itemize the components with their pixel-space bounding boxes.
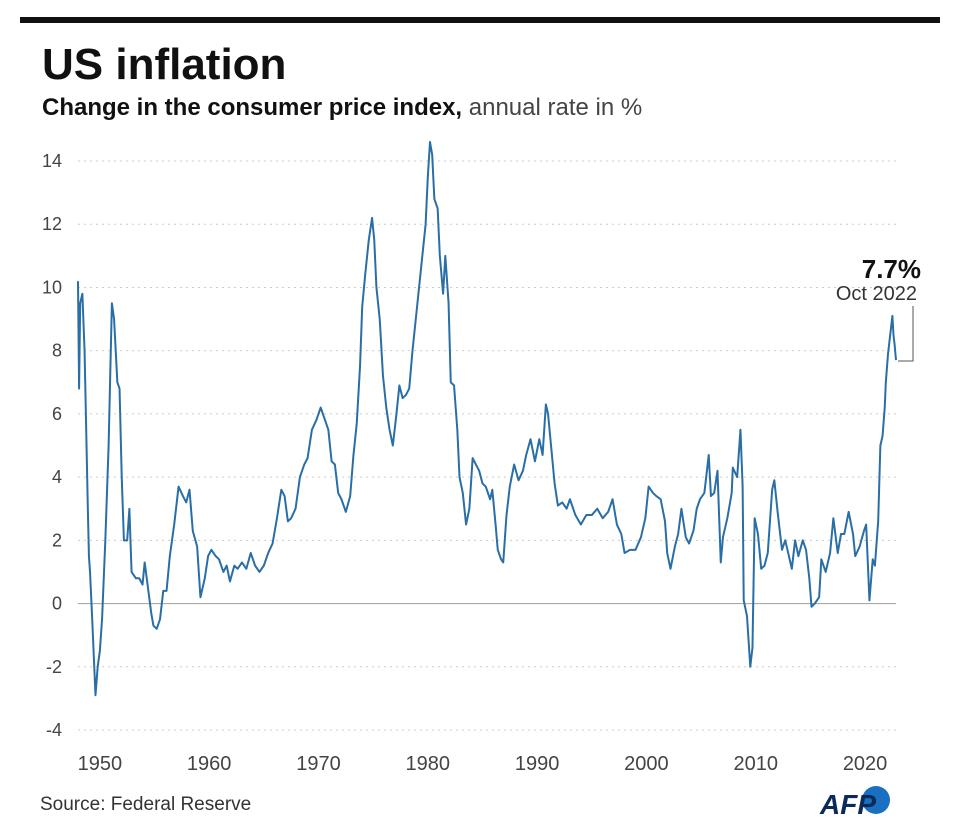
subtitle: Change in the consumer price index, annu… bbox=[42, 94, 642, 121]
annotation-value: 7.7% bbox=[862, 254, 921, 284]
y-tick-label: 4 bbox=[52, 467, 62, 487]
y-tick-label: 6 bbox=[52, 404, 62, 424]
source: Source: Federal Reserve bbox=[40, 794, 251, 815]
data-line bbox=[77, 141, 897, 697]
x-tick-label: 1980 bbox=[406, 753, 451, 775]
y-tick-label: 12 bbox=[42, 214, 62, 234]
x-tick-label: 1990 bbox=[515, 753, 560, 775]
y-tick-label: -4 bbox=[46, 720, 62, 740]
y-tick-label: 10 bbox=[42, 277, 62, 297]
subtitle-note: annual rate in % bbox=[469, 94, 642, 121]
x-tick-label: 2010 bbox=[733, 753, 778, 775]
chart-title: US inflation bbox=[42, 40, 286, 89]
x-tick-label: 1970 bbox=[296, 753, 341, 775]
logo: AFP bbox=[819, 789, 876, 820]
x-tick-label: 2020 bbox=[843, 753, 888, 775]
y-tick-label: 14 bbox=[42, 151, 62, 171]
subtitle-main: Change in the consumer price index, bbox=[42, 94, 462, 121]
annotation-date: Oct 2022 bbox=[836, 283, 917, 305]
top-rule bbox=[20, 17, 940, 23]
x-tick-label: 2000 bbox=[624, 753, 669, 775]
y-tick-label: -2 bbox=[46, 657, 62, 677]
annotation-connector bbox=[898, 306, 914, 362]
y-tick-label: 8 bbox=[52, 341, 62, 361]
y-tick-label: 2 bbox=[52, 530, 62, 550]
plot: -4 -2 0 2 4 6 8 10 12 14 1950 1960 1970 1980 1990 2000 2… bbox=[42, 141, 897, 775]
y-tick-label: 0 bbox=[52, 594, 62, 614]
logo-circle bbox=[862, 786, 890, 814]
x-tick-label: 1950 bbox=[78, 753, 123, 775]
x-tick-label: 1960 bbox=[187, 753, 232, 775]
